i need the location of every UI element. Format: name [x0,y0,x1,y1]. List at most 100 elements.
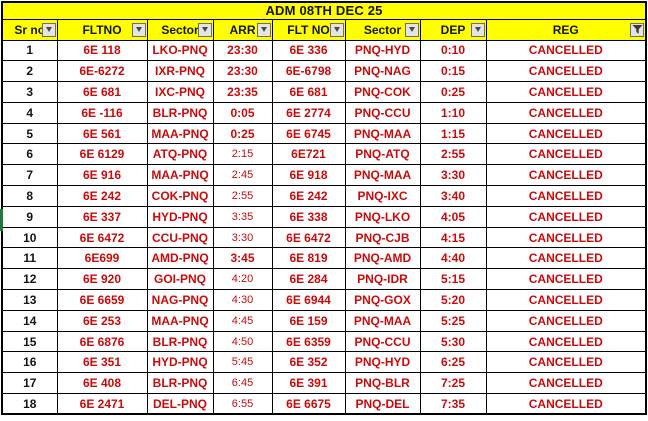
arrival-flight-cell[interactable]: 6E 242 [56,185,148,207]
arrival-sector-cell[interactable]: IXC-PNQ [146,81,214,103]
arrival-sector-cell[interactable]: LKO-PNQ [146,39,214,62]
departure-sector-cell[interactable]: PNQ-MAA [344,309,421,332]
arrival-sector-cell[interactable]: BLR-PNQ [146,372,214,395]
sr-no-cell[interactable]: 16 [1,351,58,374]
departure-sector-cell[interactable]: PNQ-CCU [344,330,421,353]
reg-status-cell[interactable]: CANCELLED [485,226,647,249]
arrival-sector-cell[interactable]: CCU-PNQ [146,226,214,249]
filter-dropdown-button[interactable] [131,22,146,37]
arrival-sector-cell[interactable]: BLR-PNQ [146,330,214,353]
sr-no-cell[interactable]: 17 [1,372,58,395]
departure-sector-cell[interactable]: PNQ-AMD [344,247,421,270]
departure-flight-cell[interactable]: 6E 6359 [271,330,346,353]
departure-flight-cell[interactable]: 6E 6472 [271,226,346,249]
departure-flight-cell[interactable]: 6E 681 [271,81,346,103]
reg-status-cell[interactable]: CANCELLED [485,289,647,311]
reg-status-cell[interactable]: CANCELLED [485,268,647,291]
departure-flight-cell[interactable]: 6E 284 [271,268,346,291]
departure-flight-cell[interactable]: 6E 242 [271,185,346,207]
sr-no-cell[interactable]: 9 [1,205,58,228]
arrival-sector-cell[interactable]: IXR-PNQ [146,60,214,83]
departure-flight-cell[interactable]: 6E 6745 [271,122,346,145]
arrival-sector-cell[interactable]: ATQ-PNQ [146,143,214,166]
arrival-sector-cell[interactable]: MAA-PNQ [146,122,214,145]
arrival-flight-cell[interactable]: 6E 561 [56,122,148,145]
arrival-time-cell[interactable]: 6:45 [212,372,273,395]
arrival-time-cell[interactable]: 0:25 [212,122,273,145]
arrival-time-cell[interactable]: 3:30 [212,226,273,249]
departure-time-cell[interactable]: 7:35 [419,393,487,415]
arrival-flight-cell[interactable]: 6E 6659 [56,289,148,311]
departure-sector-cell[interactable]: PNQ-LKO [344,205,421,228]
arrival-flight-cell[interactable]: 6E-6272 [56,60,148,83]
arrival-sector-cell[interactable]: MAA-PNQ [146,309,214,332]
filter-dropdown-button[interactable] [329,22,344,37]
sr-no-cell[interactable]: 2 [1,60,58,83]
sr-no-cell[interactable]: 5 [1,122,58,145]
arrival-sector-cell[interactable]: GOI-PNQ [146,268,214,291]
arrival-time-cell[interactable]: 2:55 [212,185,273,207]
arrival-time-cell[interactable]: 6:55 [212,393,273,415]
arrival-time-cell[interactable]: 23:30 [212,39,273,62]
reg-status-cell[interactable]: CANCELLED [485,185,647,207]
departure-sector-cell[interactable]: PNQ-COK [344,81,421,103]
filter-dropdown-button[interactable] [41,22,56,37]
arrival-time-cell[interactable]: 23:35 [212,81,273,103]
departure-time-cell[interactable]: 7:25 [419,372,487,395]
sr-no-cell[interactable]: 15 [1,330,58,353]
departure-sector-cell[interactable]: PNQ-DEL [344,393,421,415]
sr-no-cell[interactable]: 7 [1,164,58,187]
arrival-time-cell[interactable]: 3:45 [212,247,273,270]
departure-flight-cell[interactable]: 6E 336 [271,39,346,62]
departure-time-cell[interactable]: 0:25 [419,81,487,103]
departure-time-cell[interactable]: 0:15 [419,60,487,83]
departure-sector-cell[interactable]: PNQ-ATQ [344,143,421,166]
arrival-flight-cell[interactable]: 6E 916 [56,164,148,187]
reg-status-cell[interactable]: CANCELLED [485,60,647,83]
departure-time-cell[interactable]: 4:40 [419,247,487,270]
departure-time-cell[interactable]: 6:25 [419,351,487,374]
departure-time-cell[interactable]: 5:15 [419,268,487,291]
departure-sector-cell[interactable]: PNQ-IDR [344,268,421,291]
reg-status-cell[interactable]: CANCELLED [485,143,647,166]
arrival-flight-cell[interactable]: 6E -116 [56,101,148,124]
departure-flight-cell[interactable]: 6E 2774 [271,101,346,124]
departure-flight-cell[interactable]: 6E 159 [271,309,346,332]
departure-time-cell[interactable]: 2:55 [419,143,487,166]
departure-time-cell[interactable]: 4:05 [419,205,487,228]
arrival-sector-cell[interactable]: NAG-PNQ [146,289,214,311]
departure-flight-cell[interactable]: 6E 819 [271,247,346,270]
filter-dropdown-button[interactable] [404,22,419,37]
arrival-flight-cell[interactable]: 6E 351 [56,351,148,374]
filter-dropdown-button[interactable] [197,22,212,37]
sr-no-cell[interactable]: 12 [1,268,58,291]
arrival-time-cell[interactable]: 4:20 [212,268,273,291]
sr-no-cell[interactable]: 11 [1,247,58,270]
arrival-flight-cell[interactable]: 6E 6876 [56,330,148,353]
reg-status-cell[interactable]: CANCELLED [485,122,647,145]
departure-time-cell[interactable]: 1:15 [419,122,487,145]
departure-flight-cell[interactable]: 6E 918 [271,164,346,187]
departure-time-cell[interactable]: 3:40 [419,185,487,207]
arrival-flight-cell[interactable]: 6E 920 [56,268,148,291]
sr-no-cell[interactable]: 18 [1,393,58,415]
sr-no-cell[interactable]: 8 [1,185,58,207]
sr-no-cell[interactable]: 13 [1,289,58,311]
arrival-flight-cell[interactable]: 6E 681 [56,81,148,103]
departure-time-cell[interactable]: 3:30 [419,164,487,187]
filter-applied-funnel-icon[interactable] [630,22,645,37]
reg-status-cell[interactable]: CANCELLED [485,351,647,374]
arrival-time-cell[interactable]: 4:45 [212,309,273,332]
arrival-time-cell[interactable]: 2:15 [212,143,273,166]
arrival-time-cell[interactable]: 0:05 [212,101,273,124]
departure-time-cell[interactable]: 5:20 [419,289,487,311]
departure-flight-cell[interactable]: 6E-6798 [271,60,346,83]
arrival-sector-cell[interactable]: HYD-PNQ [146,205,214,228]
reg-status-cell[interactable]: CANCELLED [485,164,647,187]
departure-sector-cell[interactable]: PNQ-NAG [344,60,421,83]
reg-status-cell[interactable]: CANCELLED [485,372,647,395]
departure-flight-cell[interactable]: 6E 338 [271,205,346,228]
arrival-flight-cell[interactable]: 6E 253 [56,309,148,332]
departure-flight-cell[interactable]: 6E 6675 [271,393,346,415]
departure-sector-cell[interactable]: PNQ-CCU [344,101,421,124]
